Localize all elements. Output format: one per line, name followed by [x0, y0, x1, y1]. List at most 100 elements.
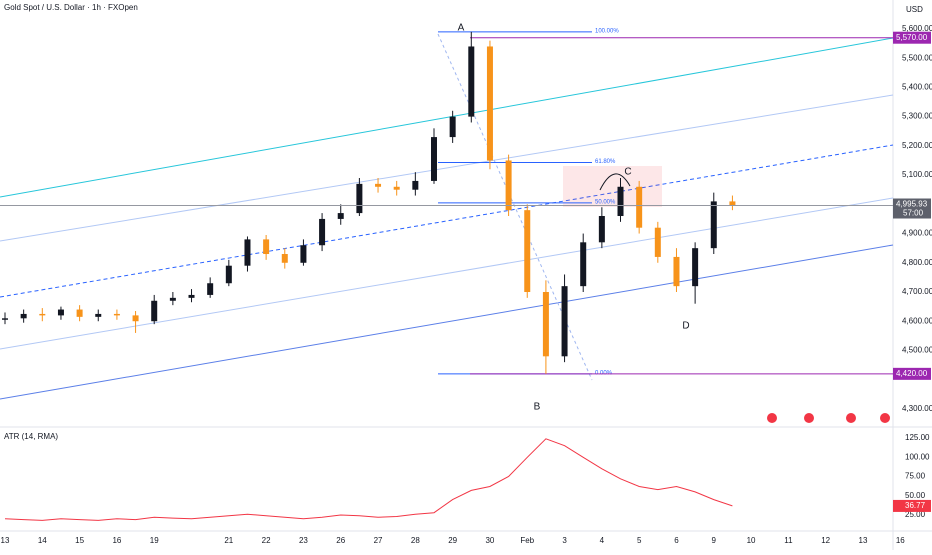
level-box [893, 367, 931, 380]
candle-body [710, 201, 717, 249]
x-tick-label: 16 [112, 536, 121, 545]
candle-body [300, 245, 307, 263]
x-tick-label: 13 [1, 536, 10, 545]
zone [563, 166, 662, 207]
candle-body [636, 186, 643, 228]
x-tick-label: 9 [712, 536, 717, 545]
event-icon [804, 413, 814, 423]
y-tick-label: 4,700.00 [902, 287, 932, 296]
event-icon [880, 413, 890, 423]
candle-body [430, 137, 437, 181]
y-tick-label: 75.00 [905, 472, 926, 481]
event-icon [846, 413, 856, 423]
y-tick-label: 5,400.00 [902, 83, 932, 92]
candle-body [76, 309, 83, 317]
x-tick-label: 4 [600, 536, 605, 545]
indicator-title: ATR (14, RMA) [4, 432, 58, 441]
point-label: A [458, 23, 465, 34]
level-box [893, 31, 931, 44]
trend-line [0, 244, 894, 400]
x-tick-label: 16 [896, 536, 905, 545]
y-tick-label: 4,300.00 [902, 404, 932, 413]
x-tick-label: 3 [562, 536, 567, 545]
value-label-box [893, 499, 931, 512]
candle-body [169, 297, 176, 301]
x-tick-label: 28 [411, 536, 420, 545]
fib-label: 100.00% [595, 28, 619, 34]
x-tick-label: 6 [674, 536, 679, 545]
value-label: 36.77 [905, 501, 926, 510]
candle-body [524, 210, 531, 293]
arc [599, 173, 631, 191]
point-label: D [682, 321, 689, 332]
candle-body [188, 294, 195, 298]
x-tick-label: 19 [150, 536, 159, 545]
candle-body [95, 313, 102, 317]
candle-body [412, 180, 419, 190]
fib-label: 50.00% [595, 199, 616, 205]
trend-line [0, 197, 894, 350]
x-tick-label: 15 [75, 536, 84, 545]
candle-body [580, 242, 587, 287]
candle-body [39, 313, 46, 316]
x-tick-label: 22 [262, 536, 271, 545]
candle-body [486, 46, 493, 161]
x-tick-label: 12 [821, 536, 830, 545]
y-tick-label: 25.00 [905, 510, 926, 519]
y-tick-label: 4,900.00 [902, 229, 932, 238]
candle-body [337, 213, 344, 219]
price-label-box [893, 198, 931, 219]
candle-body [561, 286, 568, 357]
x-tick-label: Feb [520, 536, 534, 545]
y-tick-label: 4,800.00 [902, 258, 932, 267]
x-tick-label: 5 [637, 536, 642, 545]
x-tick-label: 30 [485, 536, 494, 545]
candle-body [468, 46, 475, 117]
trend-line [0, 94, 894, 242]
x-tick-label: 23 [299, 536, 308, 545]
y-tick-label: 50.00 [905, 491, 926, 500]
currency: USD [906, 5, 923, 14]
y-tick-label: 5,600.00 [902, 24, 932, 33]
candle-body [113, 313, 120, 316]
candle-body [598, 216, 605, 243]
y-tick-label: 5,300.00 [902, 112, 932, 121]
x-tick-label: 10 [747, 536, 756, 545]
x-tick-label: 11 [784, 536, 793, 545]
point-label: B [534, 402, 541, 413]
candle-body [244, 239, 251, 266]
y-tick-label: 100.00 [905, 452, 930, 461]
y-tick-label: 4,500.00 [902, 346, 932, 355]
y-tick-label: 5,200.00 [902, 141, 932, 150]
x-tick-label: 13 [859, 536, 868, 545]
candle-body [263, 239, 270, 255]
candle-body [449, 116, 456, 138]
candle-body [207, 283, 214, 295]
candle-body [375, 183, 382, 187]
candle-body [542, 292, 549, 357]
indicator-line [4, 438, 733, 521]
event-icon [767, 413, 777, 423]
candle-body [319, 218, 326, 246]
level-label: 4,420.00 [896, 369, 928, 378]
x-tick-label: 26 [336, 536, 345, 545]
candle-body [393, 186, 400, 190]
candle-body [20, 313, 27, 319]
candle-body [57, 309, 64, 316]
candle-body [617, 186, 624, 217]
x-tick-label: 27 [374, 536, 383, 545]
candle-body [225, 265, 232, 284]
candle-body [281, 254, 288, 263]
y-tick-label: 4,600.00 [902, 316, 932, 325]
y-tick-label: 5,100.00 [902, 170, 932, 179]
candle-body [692, 248, 699, 287]
price-label: 4,995.93 [896, 200, 928, 209]
x-tick-label: 29 [448, 536, 457, 545]
trend-line [0, 144, 894, 298]
trend-line [0, 37, 894, 198]
candle-body [1, 318, 8, 320]
event-icons [767, 413, 890, 423]
